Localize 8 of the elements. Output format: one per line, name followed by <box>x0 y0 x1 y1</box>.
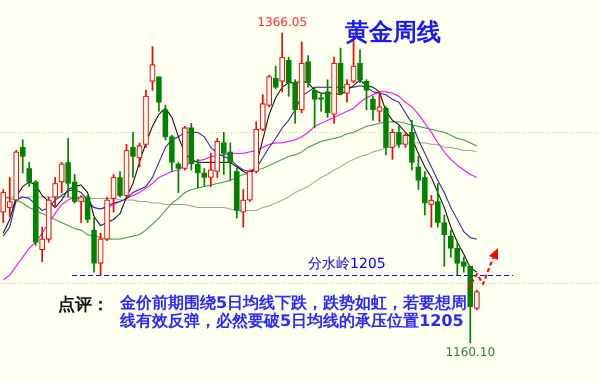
text: 黄金周线 <box>345 17 441 48</box>
candlestick <box>130 132 136 178</box>
annotation: 金价前期围绕5日均线下跌，跌势如虹，若要想周线有效反弹，必然要破5日均线的承压位置1205 <box>120 293 468 330</box>
annotation: 1366.05 <box>256 15 308 29</box>
ref-line-label: 分水岭1205 <box>308 255 386 274</box>
annotation: 点评： <box>58 294 109 316</box>
candlestick <box>376 91 382 122</box>
annotation: 1160.10 <box>444 344 496 359</box>
